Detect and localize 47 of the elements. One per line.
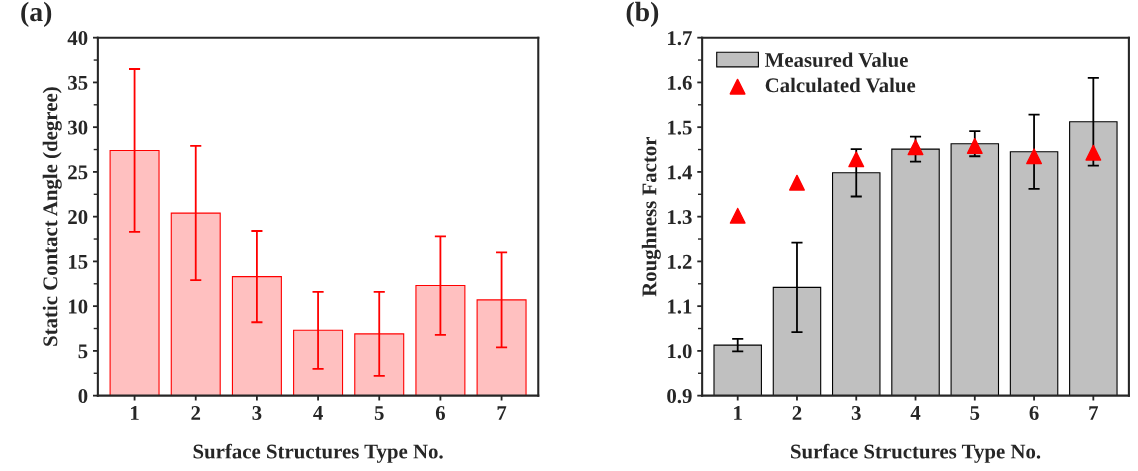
point [1026, 148, 1043, 165]
y-tick-label: 40 [67, 31, 88, 46]
y-tick-label: 25 [68, 165, 88, 180]
y-tick-label: 30 [68, 120, 88, 135]
x-tick-label: 4 [910, 406, 921, 420]
y-tick-label: 15 [68, 254, 88, 269]
y-tick-label: 1.7 [668, 31, 692, 46]
text: (a) [21, 1, 52, 27]
legend-label: Measured Value [765, 52, 908, 68]
y-axis-title: Static Contact Angle (degree) [42, 87, 62, 346]
x-tick-label: 3 [252, 406, 262, 421]
y-tick-label: 1.6 [668, 75, 692, 90]
y-tick-label: 1.0 [668, 344, 692, 359]
point [729, 207, 746, 224]
y-tick-label: 0.9 [667, 389, 692, 404]
x-tick-label: 6 [435, 406, 446, 421]
y-tick-label: 1.4 [668, 165, 693, 180]
x-tick-label: 1 [734, 406, 742, 420]
x-tick-label: 1 [131, 406, 139, 420]
y-tick-label: 1.2 [668, 254, 692, 269]
x-axis-title: Surface Structures Type No. [791, 443, 1041, 463]
y-tick-label: 1.3 [668, 210, 692, 225]
point [789, 174, 805, 191]
y-axis-title: Roughness Factor [641, 136, 661, 297]
y-tick-label: 1.5 [668, 120, 692, 135]
x-tick-label: 7 [497, 406, 507, 420]
y-tick-label: 0 [78, 389, 88, 404]
y-tick-label: 20 [68, 210, 88, 225]
x-tick-label: 7 [1089, 406, 1099, 420]
text: (b) [626, 1, 659, 27]
y-tick-label: 1.1 [668, 299, 692, 314]
y-tick-label: 5 [78, 344, 88, 359]
point [907, 139, 924, 156]
y-tick-label: 10 [68, 299, 88, 314]
legend-label: Calculated Value [765, 77, 916, 93]
y-tick-label: 35 [68, 75, 88, 90]
x-axis-title: Surface Structures Type No. [193, 443, 443, 463]
x-tick-label: 6 [1029, 406, 1039, 421]
x-tick-label: 2 [191, 406, 201, 420]
point [848, 151, 865, 168]
point [966, 137, 983, 154]
x-tick-label: 5 [374, 406, 384, 421]
x-tick-label: 5 [970, 406, 980, 421]
point [1085, 144, 1102, 161]
x-tick-label: 2 [792, 406, 802, 420]
x-tick-label: 3 [851, 406, 861, 421]
x-tick-label: 4 [313, 406, 323, 420]
